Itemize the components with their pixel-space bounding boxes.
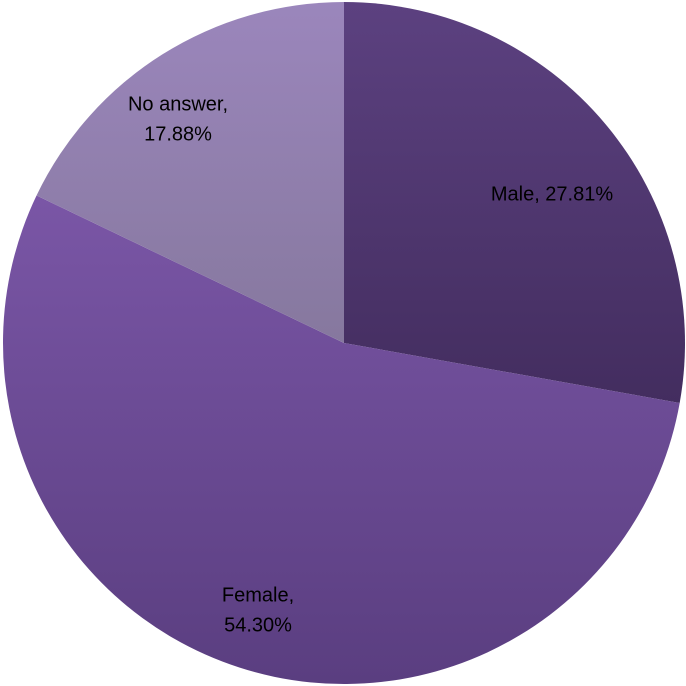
pie-slice-male [344, 2, 686, 403]
pie-slices [3, 2, 686, 684]
data-label-no-answer: No answer, 17.88% [128, 93, 228, 145]
data-label-line: 17.88% [144, 123, 212, 145]
pie-slice-no-answer [36, 2, 345, 343]
data-label-male: Male, 27.81% [491, 183, 614, 205]
data-label-line: Female, [222, 584, 294, 606]
data-label-line: No answer, [128, 93, 228, 115]
pie-slice-female [3, 195, 680, 684]
data-label-line: Male, 27.81% [491, 183, 614, 205]
data-label-female: Female, 54.30% [222, 584, 294, 636]
pie-labels: Male, 27.81% Female, 54.30% No answer, 17.88… [128, 93, 613, 636]
data-label-line: 54.30% [224, 614, 292, 636]
